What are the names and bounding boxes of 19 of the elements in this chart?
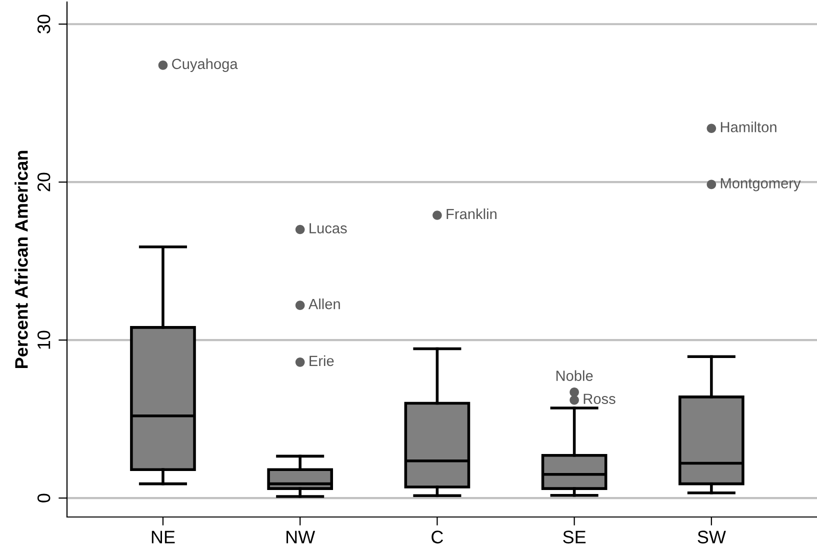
annotation: Cuyahoga bbox=[172, 58, 238, 72]
annotation: Erie bbox=[310, 355, 334, 366]
annotation: Allen bbox=[308, 298, 340, 310]
x-tick-label: C bbox=[432, 530, 444, 544]
y-axis-title: Percent African American bbox=[14, 150, 28, 368]
annotation: Noble bbox=[556, 370, 593, 381]
annotation: Ross bbox=[584, 394, 616, 404]
annotation: Hamilton bbox=[720, 122, 776, 132]
x-tick-label: SE bbox=[563, 530, 586, 544]
y-tick-label: 10 bbox=[37, 330, 50, 349]
annotation: Montgomery bbox=[720, 178, 801, 192]
x-tick-label: SW bbox=[698, 530, 726, 544]
x-tick-label: NE bbox=[152, 530, 175, 544]
annotation: Lucas bbox=[310, 223, 347, 234]
x-tick-label: NW bbox=[286, 530, 316, 544]
y-tick-label: 0 bbox=[37, 494, 50, 502]
y-tick-label: 20 bbox=[37, 172, 50, 192]
y-tick-label: 30 bbox=[37, 14, 50, 34]
annotation: Franklin bbox=[446, 208, 496, 220]
